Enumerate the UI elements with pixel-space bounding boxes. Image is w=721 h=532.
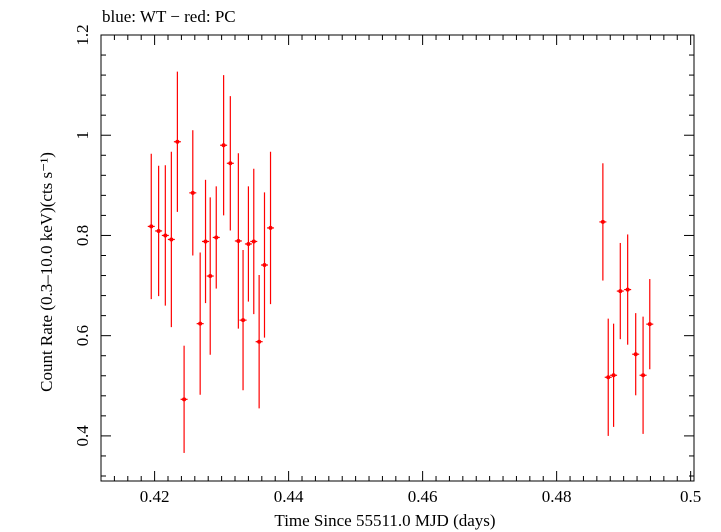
data-point	[255, 275, 263, 409]
data-point	[173, 71, 181, 212]
x-tick-label: 0.5	[680, 487, 701, 506]
data-point	[220, 75, 228, 216]
point-marker	[600, 219, 605, 224]
data-point	[624, 234, 632, 345]
point-marker	[257, 339, 262, 344]
data-point	[616, 242, 624, 340]
y-axis-label: Count Rate (0.3–10.0 keV)(cts s⁻¹)	[37, 152, 56, 392]
x-tick-label: 0.48	[542, 487, 572, 506]
chart-title: blue: WT − red: PC	[102, 7, 236, 26]
point-marker	[241, 318, 246, 323]
point-marker	[214, 235, 219, 240]
point-marker	[647, 322, 652, 327]
x-axis-label: Time Since 55511.0 MJD (days)	[274, 511, 495, 530]
plot-frame	[100, 34, 695, 482]
y-tick-label: 0.6	[73, 325, 92, 346]
data-point	[167, 151, 175, 328]
data-point	[260, 192, 268, 338]
point-marker	[149, 224, 154, 229]
data-point	[250, 168, 258, 315]
point-marker	[268, 225, 273, 230]
data-point	[147, 153, 155, 300]
data-point	[632, 313, 640, 396]
data-point	[239, 249, 247, 391]
data-point	[610, 323, 618, 427]
x-tick-label: 0.42	[140, 487, 170, 506]
data-point	[180, 345, 188, 453]
point-marker	[246, 241, 251, 246]
axis-ticks	[101, 34, 694, 481]
point-marker	[606, 375, 611, 380]
data-points	[147, 71, 654, 453]
point-marker	[208, 274, 213, 279]
point-marker	[633, 352, 638, 357]
point-marker	[221, 143, 226, 148]
y-tick-label: 1	[73, 131, 92, 140]
point-marker	[182, 397, 187, 402]
point-marker	[190, 190, 195, 195]
x-tick-label: 0.46	[408, 487, 438, 506]
data-point	[604, 318, 612, 436]
point-marker	[262, 263, 267, 268]
point-marker	[203, 239, 208, 244]
point-marker	[611, 373, 616, 378]
data-point	[646, 279, 654, 370]
data-point	[226, 96, 234, 231]
point-marker	[163, 233, 168, 238]
data-point	[244, 186, 252, 302]
y-tick-label: 1.2	[73, 24, 92, 45]
data-point	[202, 179, 210, 304]
data-point	[267, 151, 275, 305]
point-marker	[228, 161, 233, 166]
data-point	[161, 165, 169, 306]
data-point	[189, 130, 197, 256]
point-marker	[175, 139, 180, 144]
data-point	[155, 165, 163, 297]
data-point	[639, 316, 647, 434]
point-marker	[625, 287, 630, 292]
y-tick-label: 0.8	[73, 225, 92, 246]
data-point	[212, 186, 220, 289]
point-marker	[236, 238, 241, 243]
data-point	[234, 153, 242, 329]
point-marker	[198, 321, 203, 326]
point-marker	[641, 373, 646, 378]
data-point	[196, 252, 204, 395]
point-marker	[169, 237, 174, 242]
point-marker	[251, 239, 256, 244]
axis-tick-labels: 0.42 0.44 0.46 0.48 0.5 0.4 0.6 0.8 1 1.2	[73, 24, 701, 506]
data-point	[206, 197, 214, 355]
point-marker	[618, 289, 623, 294]
x-tick-label: 0.44	[274, 487, 304, 506]
point-marker	[156, 228, 161, 233]
data-point	[599, 163, 607, 281]
y-tick-label: 0.4	[73, 425, 92, 447]
